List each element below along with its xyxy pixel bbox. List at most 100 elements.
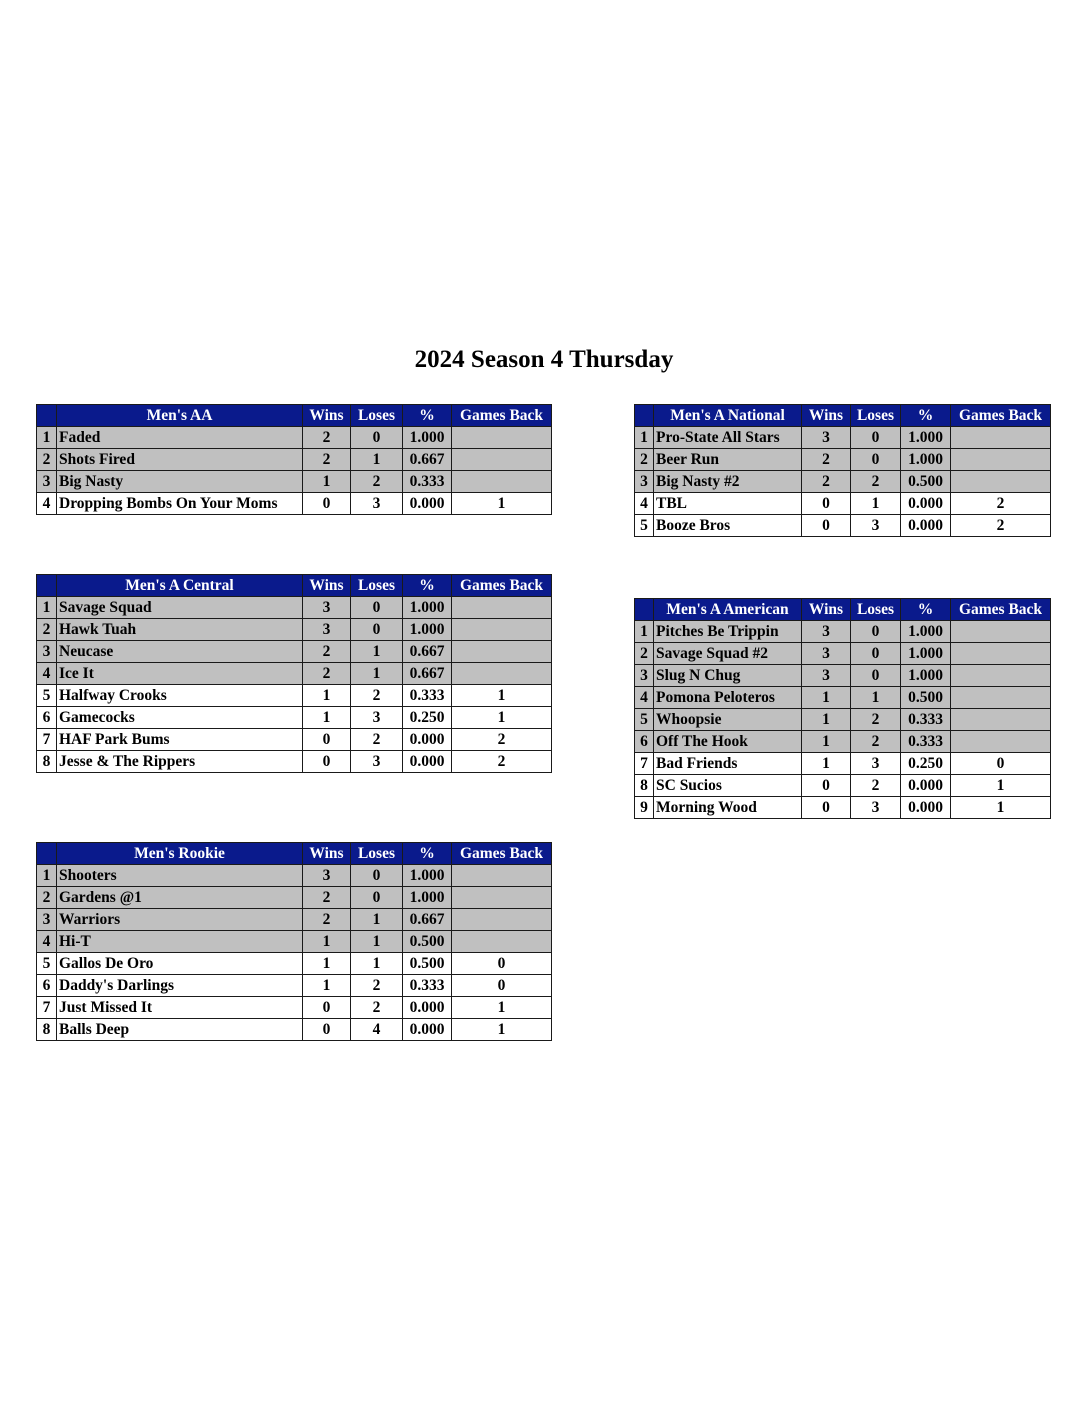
games-back-header: Games Back (451, 574, 552, 597)
pct-cell: 1.000 (900, 620, 951, 643)
games-back-cell (950, 686, 1051, 709)
rank-cell: 7 (36, 996, 57, 1019)
pct-header: % (402, 574, 452, 597)
rank-cell: 8 (634, 774, 654, 797)
team-cell: SC Sucios (653, 774, 802, 797)
pct-cell: 0.000 (402, 1018, 452, 1041)
pct-header: % (900, 404, 951, 427)
pct-header: % (402, 404, 452, 427)
rank-cell: 5 (36, 684, 57, 707)
games-back-header: Games Back (950, 404, 1051, 427)
team-cell: Savage Squad #2 (653, 642, 802, 665)
team-cell: Big Nasty #2 (653, 470, 802, 493)
wins-cell: 3 (801, 426, 851, 449)
loses-cell: 2 (350, 728, 403, 751)
wins-header: Wins (302, 574, 351, 597)
team-cell: Dropping Bombs On Your Moms (56, 492, 303, 515)
games-back-cell (950, 708, 1051, 731)
pct-cell: 0.667 (402, 448, 452, 471)
games-back-cell (451, 640, 552, 663)
games-back-cell (451, 596, 552, 619)
team-cell: Shooters (56, 864, 303, 887)
loses-cell: 0 (850, 642, 901, 665)
loses-cell: 3 (850, 514, 901, 537)
table-row: 8 Balls Deep 0 4 0.000 1 (36, 1018, 552, 1041)
wins-cell: 2 (302, 908, 351, 931)
wins-cell: 1 (801, 686, 851, 709)
wins-cell: 2 (302, 640, 351, 663)
wins-cell: 2 (801, 448, 851, 471)
loses-cell: 1 (850, 686, 901, 709)
wins-cell: 1 (801, 730, 851, 753)
wins-cell: 0 (801, 492, 851, 515)
pct-cell: 1.000 (402, 426, 452, 449)
pct-cell: 0.500 (402, 952, 452, 975)
loses-cell: 4 (350, 1018, 403, 1041)
pct-cell: 1.000 (402, 886, 452, 909)
pct-cell: 1.000 (900, 664, 951, 687)
rank-cell: 2 (36, 886, 57, 909)
loses-cell: 3 (850, 752, 901, 775)
page-title: 2024 Season 4 Thursday (414, 346, 674, 373)
rank-cell: 2 (36, 448, 57, 471)
games-back-cell: 1 (451, 996, 552, 1019)
rank-cell: 1 (36, 596, 57, 619)
pct-cell: 0.667 (402, 908, 452, 931)
wins-cell: 3 (302, 864, 351, 887)
pct-cell: 0.000 (900, 774, 951, 797)
games-back-cell (950, 426, 1051, 449)
team-cell: HAF Park Bums (56, 728, 303, 751)
table-row: 8 Jesse & The Rippers 0 3 0.000 2 (36, 750, 552, 773)
rank-cell: 1 (36, 426, 57, 449)
pct-cell: 0.000 (900, 796, 951, 819)
division-name: Men's AA (56, 404, 303, 427)
table-row: 6 Off The Hook 1 2 0.333 (634, 730, 1051, 753)
header-row: Men's Rookie Wins Loses% Games Back (36, 842, 552, 865)
pct-header: % (900, 598, 951, 621)
loses-header: Loses (850, 598, 901, 621)
rank-header (36, 404, 57, 427)
games-back-cell (950, 730, 1051, 753)
rank-cell: 3 (634, 664, 654, 687)
table-row: 6 Daddy's Darlings 1 2 0.333 0 (36, 974, 552, 997)
team-cell: Morning Wood (653, 796, 802, 819)
header-row: Men's AA Wins Loses% Games Back (36, 404, 552, 427)
wins-cell: 0 (302, 996, 351, 1019)
loses-cell: 2 (350, 996, 403, 1019)
pct-cell: 0.333 (900, 708, 951, 731)
rank-cell: 3 (634, 470, 654, 493)
division-name: Men's A American (653, 598, 802, 621)
pct-cell: 1.000 (402, 618, 452, 641)
table-row: 7 Just Missed It 0 2 0.000 1 (36, 996, 552, 1019)
pct-cell: 1.000 (900, 448, 951, 471)
wins-cell: 2 (302, 448, 351, 471)
games-back-cell (451, 930, 552, 953)
team-cell: Pomona Peloteros (653, 686, 802, 709)
games-back-cell: 1 (950, 796, 1051, 819)
wins-header: Wins (302, 404, 351, 427)
table-row: 5 Whoopsie 1 2 0.333 (634, 708, 1051, 731)
rank-header (36, 574, 57, 597)
standings-table-men-s-a-national: Men's A National Wins Loses% Games Back 1 Pro… (634, 404, 1051, 537)
rank-cell: 5 (36, 952, 57, 975)
division-name: Men's A National (653, 404, 802, 427)
team-cell: Pitches Be Trippin (653, 620, 802, 643)
games-back-cell: 2 (451, 728, 552, 751)
rank-cell: 4 (634, 686, 654, 709)
loses-cell: 2 (850, 708, 901, 731)
games-back-cell: 0 (950, 752, 1051, 775)
table-row: 4 Hi-T 1 1 0.500 (36, 930, 552, 953)
team-cell: Booze Bros (653, 514, 802, 537)
wins-cell: 2 (801, 470, 851, 493)
standings-table-men-s-aa: Men's AA Wins Loses% Games Back 1 Faded 2 0 1.00… (36, 404, 552, 515)
team-cell: Faded (56, 426, 303, 449)
team-cell: Pro-State All Stars (653, 426, 802, 449)
games-back-cell: 1 (451, 706, 552, 729)
rank-cell: 4 (634, 492, 654, 515)
loses-header: Loses (350, 574, 403, 597)
games-back-cell (451, 426, 552, 449)
wins-cell: 0 (302, 492, 351, 515)
table-row: 4 Dropping Bombs On Your Moms 0 3 0.000 1 (36, 492, 552, 515)
wins-cell: 2 (302, 426, 351, 449)
rank-cell: 6 (634, 730, 654, 753)
